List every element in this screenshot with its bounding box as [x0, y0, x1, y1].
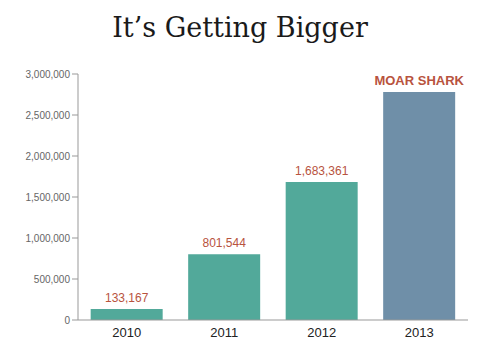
svg-text:2013: 2013	[405, 325, 434, 340]
svg-text:2012: 2012	[307, 325, 336, 340]
svg-text:801,544: 801,544	[202, 236, 246, 250]
svg-text:0: 0	[64, 315, 70, 326]
svg-text:3,000,000: 3,000,000	[26, 69, 71, 80]
svg-text:MOAR SHARK: MOAR SHARK	[374, 73, 464, 88]
svg-text:1,500,000: 1,500,000	[26, 192, 71, 203]
svg-text:1,000,000: 1,000,000	[26, 233, 71, 244]
svg-text:1,683,361: 1,683,361	[295, 164, 349, 178]
svg-text:133,167: 133,167	[105, 291, 149, 305]
svg-text:2,500,000: 2,500,000	[26, 110, 71, 121]
html-text:It’s Getting Bigger: It’s Getting Bigger	[112, 12, 368, 43]
svg-text:2,000,000: 2,000,000	[26, 151, 71, 162]
svg-text:500,000: 500,000	[34, 274, 71, 285]
svg-text:2010: 2010	[112, 325, 141, 340]
svg-text:2011: 2011	[210, 325, 238, 340]
